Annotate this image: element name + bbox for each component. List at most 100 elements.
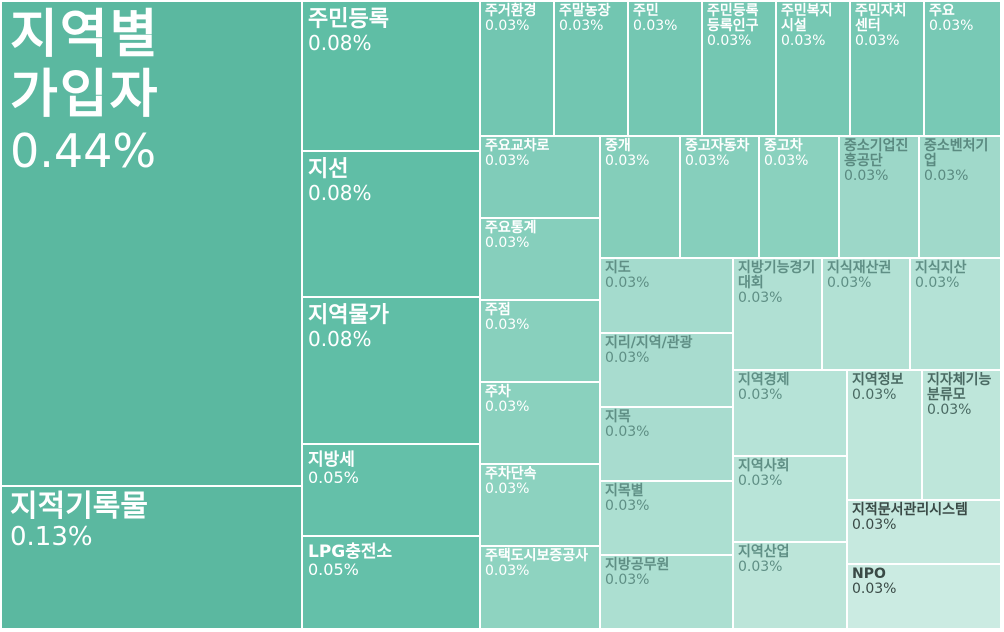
treemap-cell-value: 0.44% [10,123,157,178]
treemap-cell-label: 중개 [605,138,631,154]
treemap-cell-3: 주민등록 0.08% [302,1,480,151]
treemap-cell-label: 지식지산 [915,260,967,276]
treemap-cell-label: 지역별가입자 [10,5,160,125]
treemap-cell-value: 0.03% [485,153,530,170]
treemap-cell-value: 0.03% [485,399,530,416]
treemap-cell-lpg-7: LPG충전소 0.05% [302,536,480,629]
treemap-cell-38: 지역산업 0.03% [733,542,847,629]
treemap-cell-21: 주요통계 0.03% [480,218,600,300]
treemap-cell-20: 중소벤처기업 0.03% [919,136,1001,258]
treemap-cell-label: 지역사회 [738,458,790,474]
treemap-cell-label: 주차단속 [485,466,537,482]
treemap-cell-36: 지자체기능분류모 0.03% [922,370,1001,500]
treemap-cell-label: 지적기록물 [10,489,148,524]
treemap-cell-8: 주거환경 0.03% [480,1,554,136]
treemap-cell-34: 지역경제 0.03% [733,370,847,456]
treemap-cell-value: 0.03% [764,153,809,170]
treemap-cell-1: 지역별가입자 0.44% [1,1,302,486]
treemap-cell-label: 지목 [605,409,631,425]
treemap-cell-value: 0.08% [308,30,372,55]
treemap-cell-value: 0.03% [924,168,969,185]
treemap-cell-label: 주택도시보증공사 [485,548,589,564]
treemap-cell-17: 중고자동차 0.03% [680,136,759,258]
treemap-cell-value: 0.03% [485,317,530,334]
treemap-cell-value: 0.03% [827,275,872,292]
treemap-cell-label: LPG충전소 [308,542,393,562]
treemap-cell-value: 0.03% [855,33,900,50]
treemap-cell-28: 지목 0.03% [600,407,733,481]
treemap-cell-label: 주민복지시설 [781,3,833,35]
treemap-cell-label: 중고차 [764,138,803,154]
treemap-cell-value: 0.03% [781,33,826,50]
treemap-cell-value: 0.03% [738,559,783,576]
treemap-cell-value: 0.03% [738,290,783,307]
treemap-cell-label: 주요 [929,3,955,19]
treemap-cell-value: 0.03% [929,18,974,35]
treemap-cell-value: 0.03% [707,33,752,50]
treemap-cell-11: 주민등록등록인구 0.03% [702,1,776,136]
treemap-cell-15: 주요교차로 0.03% [480,136,600,218]
treemap-cell-25: 주택도시보증공사 0.03% [480,546,600,629]
treemap-cell-value: 0.03% [605,275,650,292]
treemap-cell-npo-40: NPO 0.03% [847,564,1001,629]
treemap-cell-value: 0.03% [633,18,678,35]
treemap-cell-22: 주점 0.03% [480,300,600,382]
treemap-cell-value: 0.03% [738,387,783,404]
treemap-cell-label: 주요통계 [485,220,537,236]
treemap-cell-31: 지방기능경기대회 0.03% [733,258,822,370]
treemap-cell-35: 지역정보 0.03% [847,370,922,500]
treemap-cell-label: 주민자치센터 [855,3,907,35]
treemap-cell-label: 지도 [605,260,631,276]
treemap-cell-value: 0.03% [605,424,650,441]
treemap-cell-32: 지식재산권 0.03% [822,258,910,370]
treemap-cell-label: 지리/지역/관광 [605,335,693,351]
treemap-cell-27: 지리/지역/관광 0.03% [600,333,733,407]
treemap-cell-26: 지도 0.03% [600,258,733,333]
treemap-cell-19: 중소기업진흥공단 0.03% [839,136,919,258]
treemap-cell-value: 0.03% [852,581,897,598]
treemap-cell-label: 지식재산권 [827,260,892,276]
treemap-cell-18: 중고차 0.03% [759,136,839,258]
treemap-cell-value: 0.08% [308,180,372,205]
treemap-cell-label: 주민등록등록인구 [707,3,759,35]
treemap-cell-value: 0.03% [685,153,730,170]
treemap-cell-value: 0.03% [738,473,783,490]
treemap-cell-label: 주점 [485,302,511,318]
treemap-cell-label: 지방공무원 [605,557,670,573]
treemap-cell-value: 0.05% [308,468,359,488]
treemap-cell-29: 지목별 0.03% [600,481,733,555]
treemap-cell-5: 지역물가 0.08% [302,297,480,444]
treemap-cell-label: 지방세 [308,450,355,470]
treemap-cell-value: 0.03% [485,235,530,252]
treemap-cell-10: 주민 0.03% [628,1,702,136]
treemap-cell-label: 중소벤처기업 [924,138,989,170]
treemap-cell-value: 0.03% [485,481,530,498]
treemap-cell-12: 주민복지시설 0.03% [776,1,850,136]
treemap-cell-value: 0.05% [308,560,359,580]
treemap-cell-value: 0.03% [485,563,530,580]
treemap-cell-23: 주차 0.03% [480,382,600,464]
treemap-cell-value: 0.03% [844,168,889,185]
treemap-cell-label: 지역정보 [852,372,904,388]
treemap-cell-label: 중고자동차 [685,138,750,154]
treemap-cell-37: 지역사회 0.03% [733,456,847,542]
treemap-cell-39: 지적문서관리시스템 0.03% [847,500,1001,564]
treemap-cell-label: 지적문서관리시스템 [852,502,968,518]
treemap-cell-label: 주거환경 [485,3,537,19]
treemap-cell-label: 지역물가 [308,303,389,328]
treemap-cell-33: 지식지산 0.03% [910,258,1001,370]
treemap-cell-label: 주요교차로 [485,138,550,154]
treemap-cell-label: 지역산업 [738,544,790,560]
treemap-cell-13: 주민자치센터 0.03% [850,1,924,136]
treemap-cell-value: 0.03% [915,275,960,292]
treemap-cell-14: 주요 0.03% [924,1,1001,136]
treemap-cell-label: 중소기업진흥공단 [844,138,909,170]
treemap-cell-value: 0.03% [605,350,650,367]
treemap-cell-4: 지선 0.08% [302,151,480,297]
treemap-cell-label: 주민등록 [308,7,389,32]
treemap-cell-value: 0.03% [605,153,650,170]
treemap-cell-24: 주차단속 0.03% [480,464,600,546]
treemap-cell-30: 지방공무원 0.03% [600,555,733,629]
treemap-cell-label: 지방기능경기대회 [738,260,816,292]
